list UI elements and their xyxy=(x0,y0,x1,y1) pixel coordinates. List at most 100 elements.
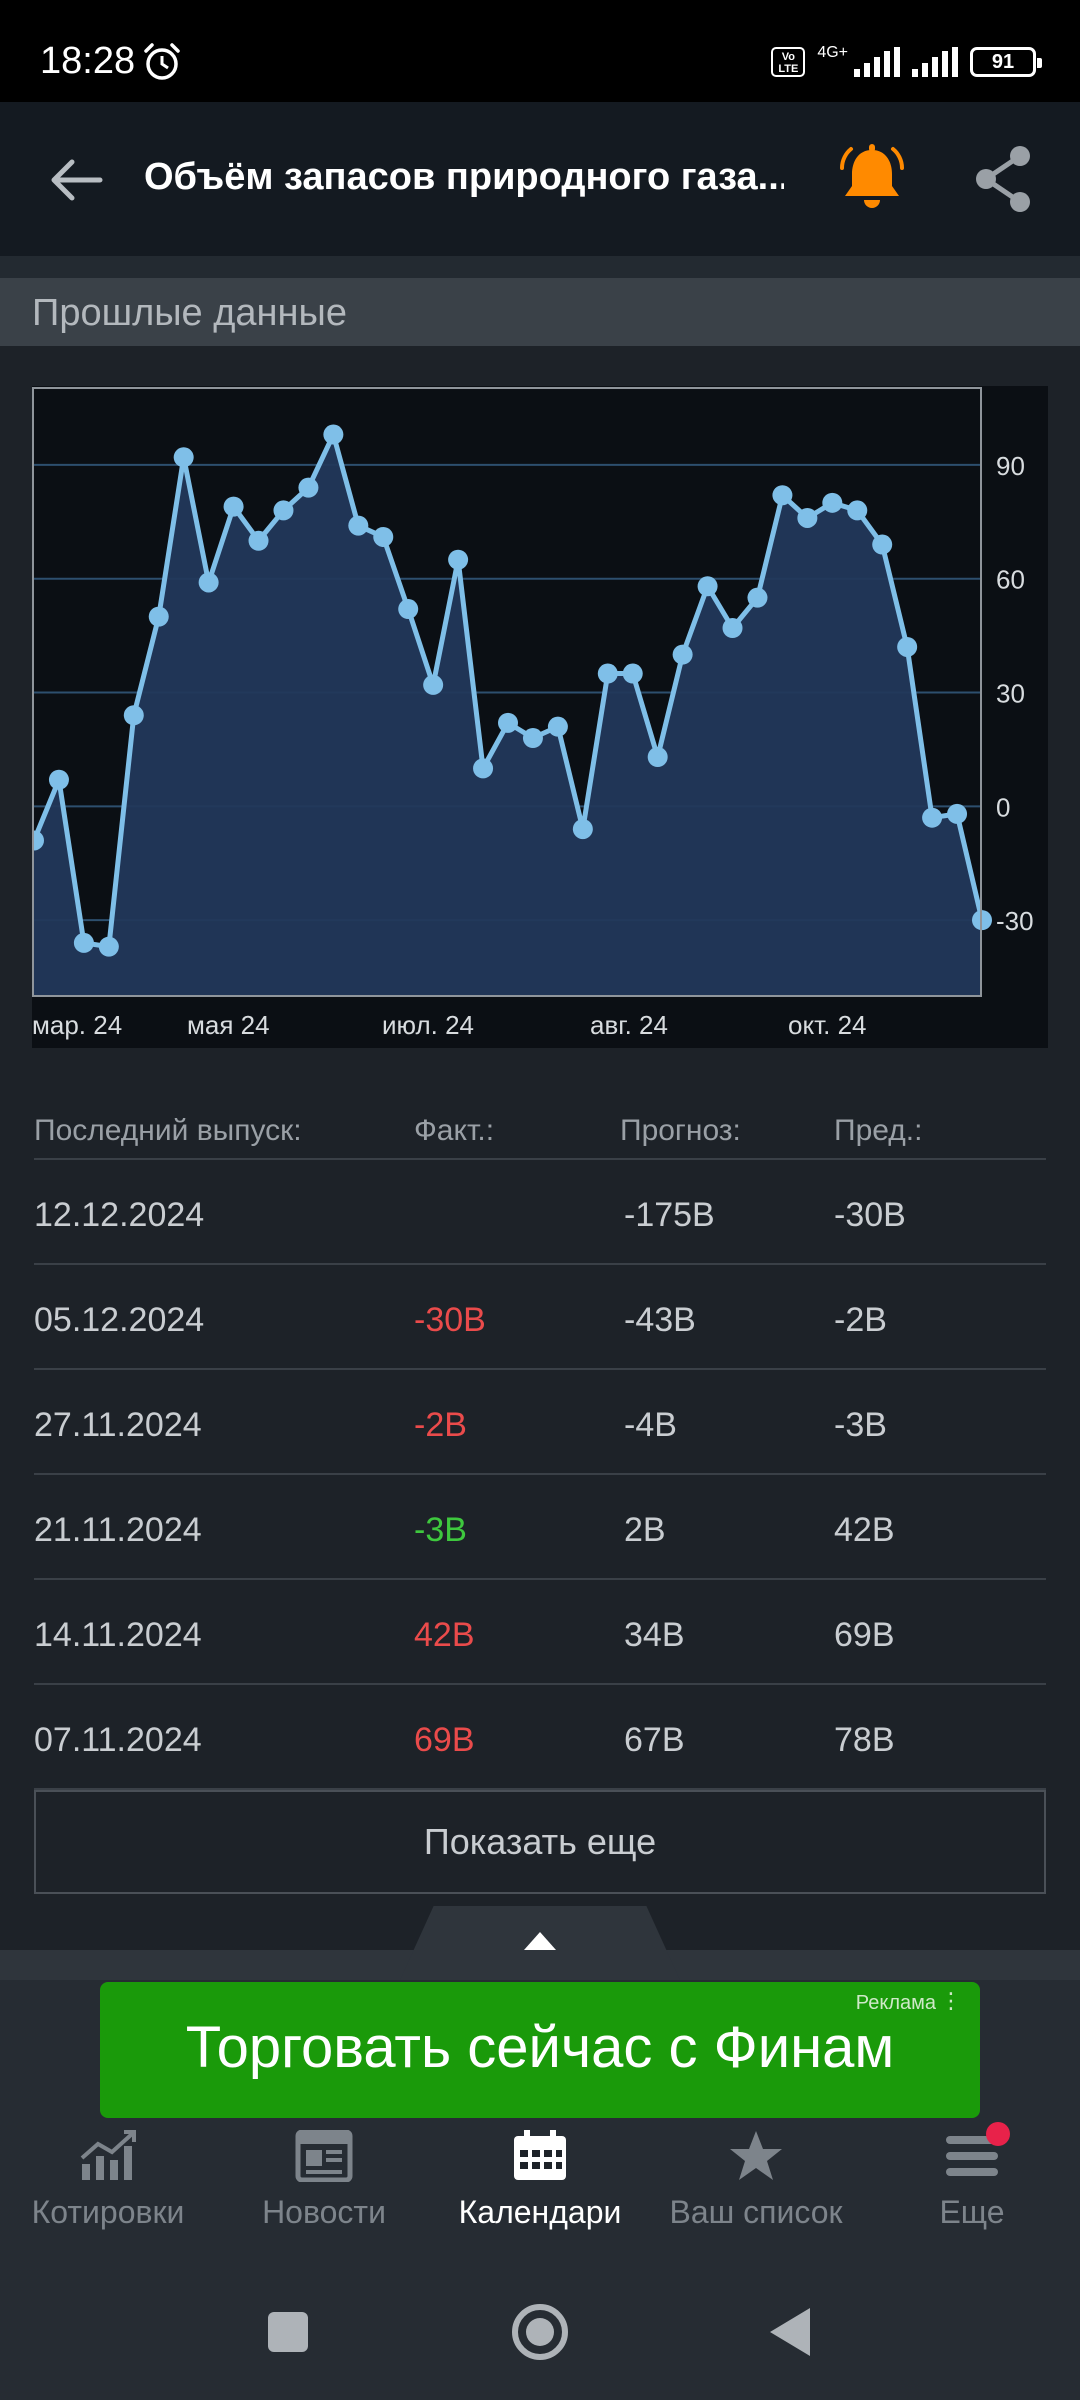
chart-point xyxy=(622,663,643,684)
chart-point xyxy=(148,606,169,627)
status-bar: 18:28 Vo LTE 4G+ 91 xyxy=(0,0,1080,102)
cell-previous: 69B xyxy=(834,1616,895,1654)
table-row: 21.11.2024 -3B 2B 42B xyxy=(34,1475,1046,1580)
battery-icon: 91 xyxy=(970,47,1042,77)
chart-y-tick-label: -30 xyxy=(996,906,1034,936)
menu-icon xyxy=(946,2136,998,2176)
chart-point xyxy=(597,663,618,684)
alarm-icon xyxy=(144,43,180,80)
chart-point xyxy=(323,424,344,445)
chart-point xyxy=(48,769,69,790)
chevron-up-icon[interactable] xyxy=(524,1930,556,1950)
more-vertical-icon[interactable]: ⋮ xyxy=(940,1988,962,2013)
chart-point xyxy=(872,534,893,555)
ad-label: Реклама xyxy=(855,1992,936,2014)
chart-point xyxy=(198,572,219,593)
chart-point xyxy=(747,587,768,608)
home-icon[interactable] xyxy=(512,2304,568,2360)
status-icons: Vo LTE 4G+ 91 xyxy=(771,44,1042,80)
chart-point xyxy=(73,932,94,953)
show-more-button[interactable]: Показать еще xyxy=(34,1790,1046,1894)
header-actual: Факт.: xyxy=(414,1114,495,1147)
signal-icon xyxy=(854,47,900,77)
chart-x-tick-label: мая 24 xyxy=(187,1010,270,1040)
chart-x-tick-label: окт. 24 xyxy=(788,1010,867,1040)
signal-icon-2 xyxy=(912,47,958,77)
cell-date: 21.11.2024 xyxy=(34,1511,202,1549)
nav-watchlist[interactable]: Ваш список xyxy=(648,2130,864,2240)
system-back-icon[interactable] xyxy=(770,2308,810,2356)
chart-point xyxy=(473,758,494,779)
nav-label: Новости xyxy=(262,2194,386,2230)
cell-forecast: 34B xyxy=(624,1616,685,1654)
news-icon xyxy=(295,2130,353,2182)
chart-x-tick-label: авг. 24 xyxy=(590,1010,668,1040)
chart-point xyxy=(448,549,469,570)
cell-forecast: -175B xyxy=(624,1196,715,1234)
star-icon xyxy=(730,2131,782,2180)
nav-more[interactable]: Еще xyxy=(864,2122,1080,2240)
chart-point xyxy=(498,712,518,733)
nav-label: Ваш список xyxy=(669,2194,843,2230)
nav-news[interactable]: Новости xyxy=(216,2130,432,2240)
cell-previous: -2B xyxy=(834,1301,887,1339)
chart-point xyxy=(772,485,793,506)
chart-points xyxy=(32,424,992,957)
cell-forecast: 67B xyxy=(624,1721,685,1759)
recents-icon[interactable] xyxy=(268,2312,308,2352)
section-header: Прошлые данные xyxy=(0,278,1080,346)
cell-date: 05.12.2024 xyxy=(34,1301,205,1339)
chart-x-tick-label: мар. 24 xyxy=(32,1010,122,1040)
chart-x-ticks: мар. 24 мая 24 июл. 24 авг. 24 окт. 24 xyxy=(32,1010,867,1040)
chart-point xyxy=(98,936,119,957)
chart-y-tick-label: 0 xyxy=(996,792,1010,822)
network-type: 4G+ xyxy=(817,44,848,61)
cell-actual: -2B xyxy=(414,1406,467,1444)
cell-actual: -3B xyxy=(414,1511,467,1549)
chart-area xyxy=(34,434,982,996)
nav-label: Еще xyxy=(939,2194,1005,2230)
back-arrow-icon[interactable] xyxy=(46,150,106,210)
history-chart[interactable]: 90 60 30 0 -30 мар. 24 мая 24 июл. 24 авг. 24 ок… xyxy=(32,386,1048,1048)
cell-previous: 78B xyxy=(834,1721,895,1759)
table-row: 27.11.2024 -2B -4B -3B xyxy=(34,1370,1046,1475)
app-bar: Объём запасов природного газа... xyxy=(0,102,1080,256)
chart-point xyxy=(722,618,743,639)
chart-svg: 90 60 30 0 -30 мар. 24 мая 24 июл. 24 авг. 24 ок… xyxy=(32,387,1034,1040)
header-forecast: Прогноз: xyxy=(620,1114,741,1147)
page-title: Объём запасов природного газа... xyxy=(144,156,784,198)
chart-y-ticks: 90 60 30 0 -30 xyxy=(996,451,1034,936)
bell-icon[interactable] xyxy=(836,142,908,214)
chart-point xyxy=(797,507,818,528)
status-time: 18:28 xyxy=(40,40,136,82)
chart-point xyxy=(522,728,543,749)
header-previous: Пред.: xyxy=(834,1114,923,1147)
chart-y-tick-label: 90 xyxy=(996,451,1025,481)
chart-point xyxy=(697,576,718,597)
nav-label: Котировки xyxy=(31,2194,185,2230)
chart-point xyxy=(672,644,693,665)
chart-point xyxy=(273,500,294,521)
cell-date: 07.11.2024 xyxy=(34,1721,202,1759)
chart-x-tick-label: июл. 24 xyxy=(382,1010,474,1040)
chart-point xyxy=(822,492,843,513)
ad-banner[interactable]: Реклама ⋮ Торговать сейчас с Финам xyxy=(100,1982,980,2118)
chart-point xyxy=(572,819,593,840)
bottom-nav: Котировки Новости Календари Ваш список xyxy=(0,2122,1080,2240)
nav-quotes[interactable]: Котировки xyxy=(0,2130,216,2240)
chart-point xyxy=(897,636,918,657)
table-row: 05.12.2024 -30B -43B -2B xyxy=(34,1265,1046,1370)
cell-forecast: -4B xyxy=(624,1406,677,1444)
chart-plot-border xyxy=(32,387,982,997)
table-row: 14.11.2024 42B 34B 69B xyxy=(34,1580,1046,1685)
chart-point xyxy=(947,803,968,824)
chart-point xyxy=(423,674,444,695)
share-icon[interactable] xyxy=(970,144,1036,214)
nav-calendar[interactable]: Календари xyxy=(432,2130,648,2240)
cell-previous: -3B xyxy=(834,1406,887,1444)
cell-forecast: 2B xyxy=(624,1511,666,1549)
chart-point xyxy=(348,515,369,536)
cell-actual: -30B xyxy=(414,1301,486,1339)
nav-label: Календари xyxy=(458,2194,622,2230)
section-title: Прошлые данные xyxy=(32,292,347,334)
